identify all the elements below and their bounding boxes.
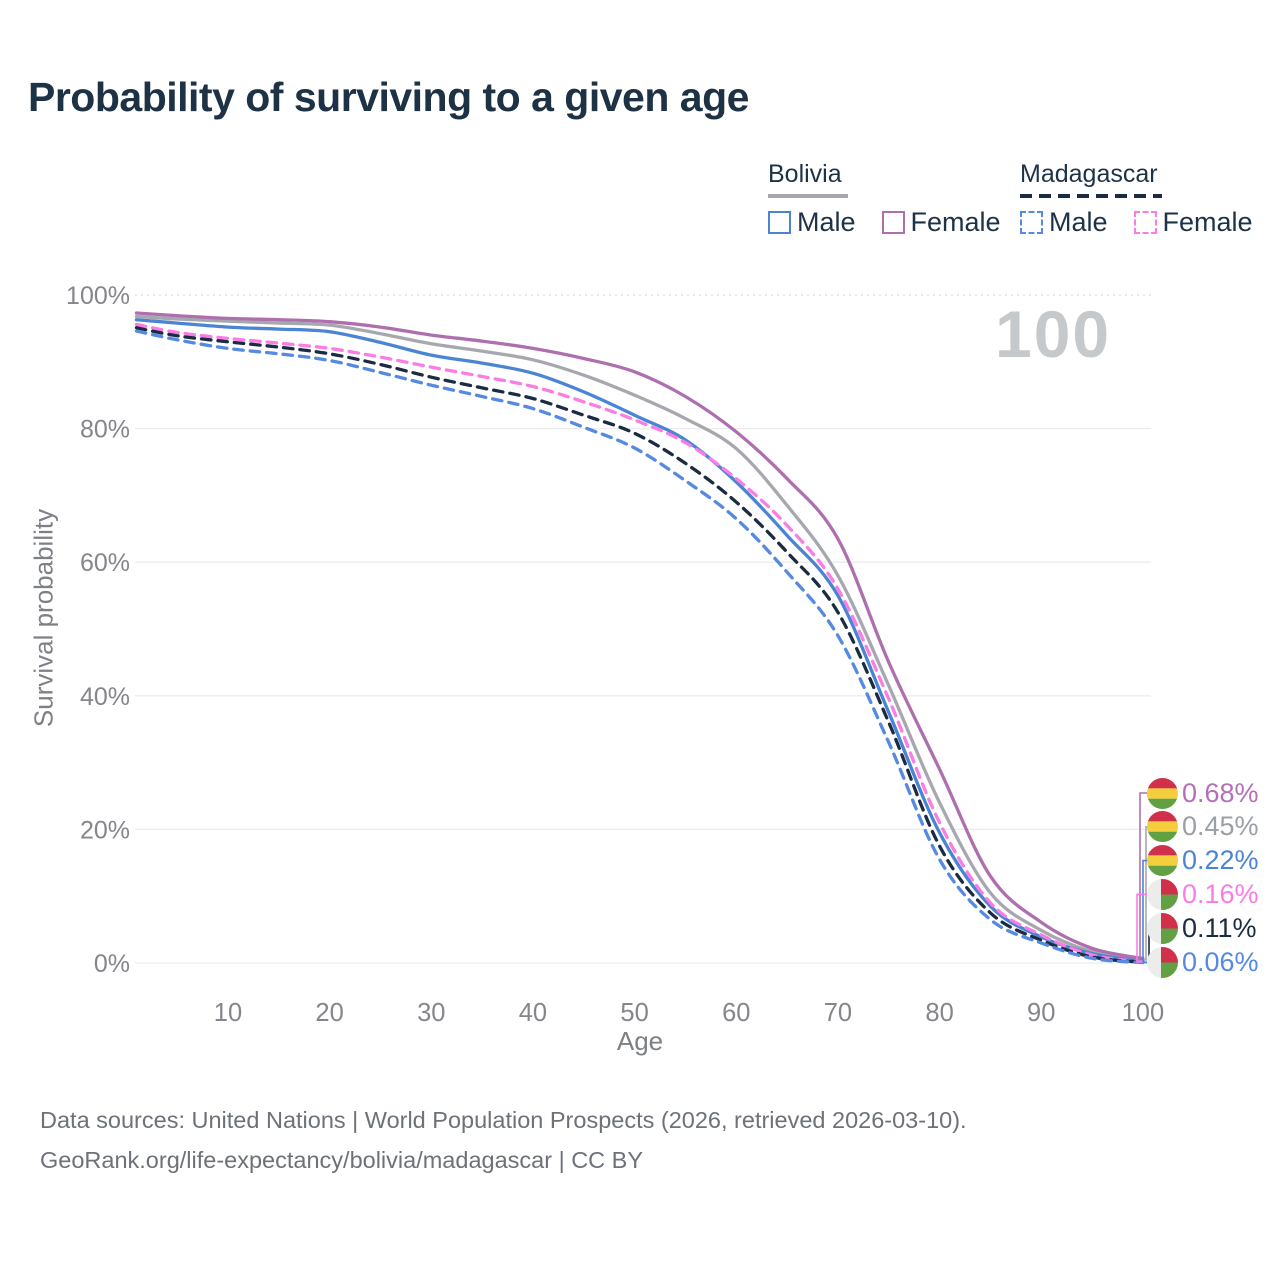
legend-group-bolivia: Bolivia Male Female xyxy=(768,160,1027,238)
x-tick-label: 90 xyxy=(1027,999,1055,1027)
legend-item-label: Male xyxy=(797,206,856,237)
end-label-value: 0.06% xyxy=(1182,946,1259,977)
legend-swatch-icon xyxy=(1133,211,1157,234)
end-label-madagascar-female: 0.16% xyxy=(1147,878,1259,910)
end-label-madagascar-male: 0.06% xyxy=(1147,946,1259,978)
footer: Data sources: United Nations | World Pop… xyxy=(40,1100,967,1180)
x-tick-label: 60 xyxy=(722,999,750,1027)
series-line-bolivia-both[interactable] xyxy=(134,314,1145,962)
leader-line xyxy=(1139,792,1149,960)
legend-item-madagascar-male[interactable]: Male xyxy=(1020,207,1108,238)
page-title: Probability of surviving to a given age xyxy=(28,74,749,120)
end-label-bolivia-male: 0.22% xyxy=(1147,845,1259,877)
leader-line xyxy=(1136,893,1149,963)
legend-swatch-icon xyxy=(1020,211,1043,234)
y-tick-label: 20% xyxy=(80,816,130,844)
flag-icon-madagascar xyxy=(1147,946,1178,978)
series-line-madagascar-male[interactable] xyxy=(134,329,1145,965)
y-tick-label: 100% xyxy=(66,282,130,310)
x-tick-label: 70 xyxy=(824,999,852,1027)
legend-item-madagascar-female[interactable]: Female xyxy=(1133,207,1253,238)
end-label-bolivia-both: 0.45% xyxy=(1147,811,1259,843)
flag-icon-madagascar xyxy=(1147,878,1178,910)
x-tick-label: 80 xyxy=(925,999,953,1027)
watermark-age-100: 100 xyxy=(995,297,1112,371)
legend-group-name: Bolivia xyxy=(768,160,842,188)
y-tick-label: 0% xyxy=(94,950,130,978)
end-label-madagascar-both: 0.11% xyxy=(1147,912,1257,944)
y-tick-label: 40% xyxy=(80,683,130,711)
legend-item-label: Female xyxy=(1162,207,1253,237)
footer-line-1: Data sources: United Nations | World Pop… xyxy=(40,1107,967,1133)
x-tick-label: 10 xyxy=(214,999,242,1027)
end-label-value: 0.16% xyxy=(1182,878,1259,909)
legend-group-madagascar: Madagascar Male Female xyxy=(1020,160,1279,238)
legend-item-bolivia-male[interactable]: Male xyxy=(768,207,856,238)
legend-group-name: Madagascar xyxy=(1020,160,1158,188)
y-axis-title: Survival probability xyxy=(28,508,59,728)
x-tick-label: 30 xyxy=(417,999,445,1027)
legend-item-label: Female xyxy=(910,206,1001,237)
legend-swatch-icon xyxy=(881,210,905,234)
footer-line-2: GeoRank.org/life-expectancy/bolivia/mada… xyxy=(40,1147,644,1173)
y-tick-label: 80% xyxy=(80,416,130,444)
x-tick-label: 20 xyxy=(315,999,343,1027)
end-label-value: 0.22% xyxy=(1182,845,1259,876)
legend-underline-dashed xyxy=(1020,194,1162,198)
series-line-bolivia-male[interactable] xyxy=(134,318,1145,964)
legend-item-bolivia-female[interactable]: Female xyxy=(881,206,1001,238)
series-line-madagascar-both[interactable] xyxy=(134,326,1145,964)
flag-icon-bolivia xyxy=(1147,811,1178,843)
x-tick-label: 40 xyxy=(519,999,547,1027)
x-axis-title: Age xyxy=(616,1026,664,1056)
flag-icon-madagascar xyxy=(1147,912,1178,944)
end-label-value: 0.45% xyxy=(1182,811,1259,842)
legend-underline-solid xyxy=(768,194,848,198)
end-label-value: 0.11% xyxy=(1182,912,1257,943)
x-tick-label: 100 xyxy=(1122,999,1165,1027)
flag-icon-bolivia xyxy=(1147,777,1178,809)
x-tick-label: 50 xyxy=(620,999,648,1027)
end-label-bolivia-female: 0.68% xyxy=(1147,777,1259,809)
y-tick-label: 60% xyxy=(80,549,130,577)
legend-item-label: Male xyxy=(1049,207,1108,237)
series-line-madagascar-female[interactable] xyxy=(134,322,1145,964)
series-line-bolivia-female[interactable] xyxy=(134,311,1145,961)
end-label-value: 0.68% xyxy=(1182,777,1259,808)
legend-swatch-icon xyxy=(768,210,791,234)
flag-icon-bolivia xyxy=(1147,845,1178,877)
